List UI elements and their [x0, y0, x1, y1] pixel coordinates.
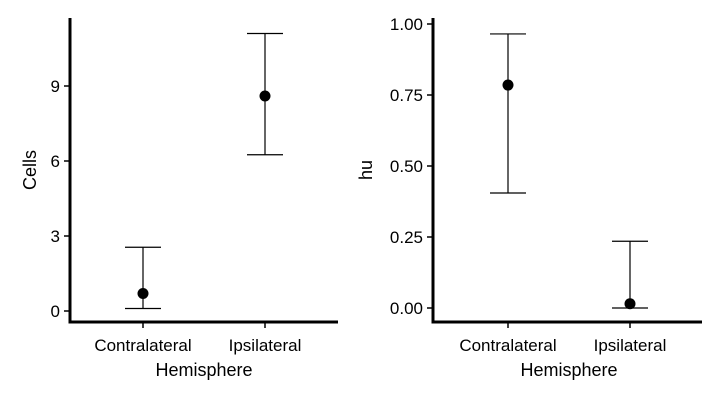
y-tick-label: 0.25 [390, 228, 423, 247]
y-tick-label: 0.50 [390, 157, 423, 176]
data-point [137, 288, 149, 299]
y-axis-title: Cells [20, 150, 40, 190]
y-tick-label: 0.00 [390, 299, 423, 318]
hu-panel: 0.00 0.25 0.50 0.75 1.00 Contralateral Ipsilat… [356, 15, 702, 380]
x-axis-title: Hemisphere [520, 360, 617, 380]
y-axis-title: hu [356, 160, 376, 180]
y-tick-label: 1.00 [390, 15, 423, 34]
data-point [259, 90, 271, 102]
data-point [624, 298, 636, 310]
x-tick-label: Ipsilateral [229, 336, 302, 355]
y-tick-label: 0.75 [390, 86, 423, 105]
y-tick-label: 3 [51, 227, 60, 246]
y-tick-label: 0 [51, 302, 60, 321]
y-tick-label: 9 [51, 77, 60, 96]
cells-panel: 0 3 6 9 Contralateral Ipsilateral Hemisphere Ce… [20, 18, 338, 380]
x-tick-label: Contralateral [94, 336, 191, 355]
data-point [502, 79, 514, 91]
x-tick-label: Ipsilateral [594, 336, 667, 355]
x-tick-label: Contralateral [459, 336, 556, 355]
y-tick-label: 6 [51, 152, 60, 171]
x-axis-title: Hemisphere [155, 360, 252, 380]
